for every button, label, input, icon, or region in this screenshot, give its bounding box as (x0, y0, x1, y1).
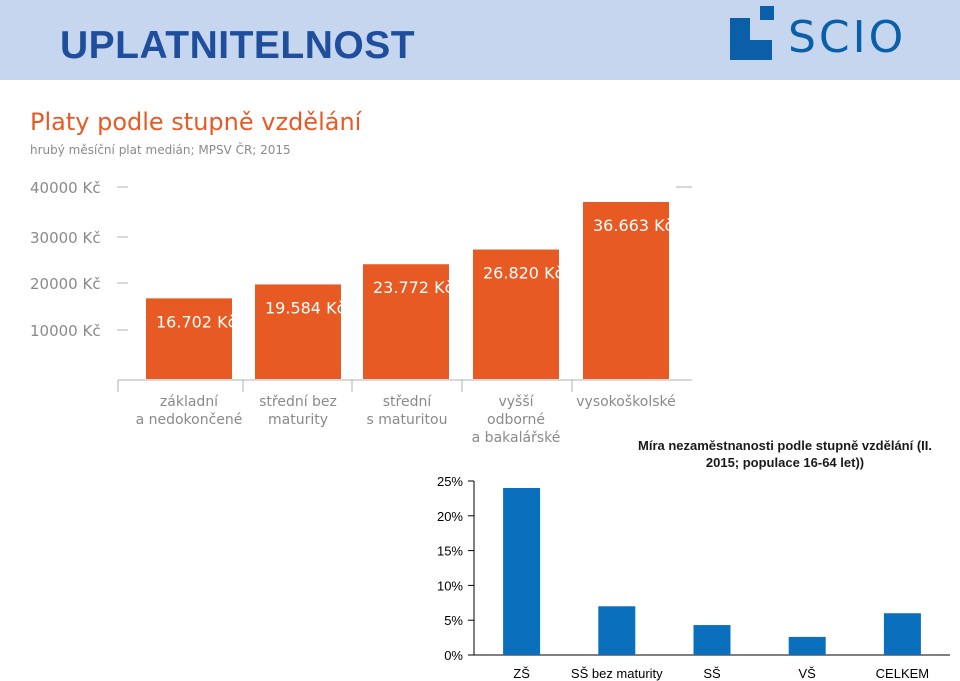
slide-title: UPLATNITELNOST (60, 24, 416, 67)
unemployment-category-label: SŠ bez maturity (571, 666, 663, 681)
unemployment-y-tick: 15% (437, 544, 463, 559)
salary-category-label: základní (160, 394, 219, 410)
salary-category-label: střední (383, 394, 433, 410)
salary-category-label: vyšší (498, 394, 534, 410)
unemployment-category-label: CELKEM (876, 666, 929, 681)
salary-value-label: 19.584 Kč (265, 298, 345, 317)
salary-bar (583, 202, 669, 379)
unemployment-bar (883, 613, 921, 655)
logo-text: SCIO (788, 12, 907, 63)
salary-bar (473, 249, 559, 379)
logo-square-small (760, 6, 774, 20)
salary-category-label: střední bez (259, 394, 337, 410)
unemployment-y-tick: 0% (444, 648, 463, 663)
salary-y-tick: 40000 Kč (30, 179, 101, 197)
header-band (0, 0, 960, 80)
unemployment-y-tick: 25% (437, 474, 463, 489)
salary-value-label: 36.663 Kč (593, 216, 673, 235)
unemployment-bar (788, 636, 826, 655)
salary-chart-subtitle: hrubý měsíční plat medián; MPSV ČR; 2015 (30, 143, 291, 157)
salary-bar (255, 284, 341, 379)
unemployment-y-tick: 10% (437, 578, 463, 593)
salary-y-tick: 30000 Kč (30, 229, 101, 247)
salary-category-label: a bakalářské (472, 430, 561, 446)
unemployment-category-label: ZŠ (513, 666, 530, 681)
unemployment-category-label: SŠ (703, 666, 721, 681)
unemployment-y-tick: 5% (444, 613, 463, 628)
salary-value-label: 23.772 Kč (373, 278, 453, 297)
unemployment-bar (598, 606, 636, 655)
unemployment-category-label: VŠ (799, 666, 817, 681)
salary-y-tick: 10000 Kč (30, 322, 101, 340)
unemployment-bar (503, 487, 541, 655)
salary-category-label: s maturitou (367, 412, 448, 428)
salary-value-label: 26.820 Kč (483, 264, 563, 283)
salary-y-tick: 20000 Kč (30, 275, 101, 293)
salary-category-label: a nedokončené (136, 412, 243, 428)
salary-category-label: maturity (268, 412, 328, 428)
salary-category-label: vysokoškolské (576, 394, 675, 410)
salary-chart-title: Platy podle stupně vzdělání (30, 108, 362, 136)
salary-value-label: 16.702 Kč (156, 312, 236, 331)
unemployment-chart-title: Míra nezaměstnanosti podle stupně vzdělá… (638, 438, 932, 470)
salary-bar (146, 298, 232, 379)
unemployment-bar (693, 625, 731, 655)
logo-square-small-white (750, 18, 772, 40)
unemployment-y-tick: 20% (437, 509, 463, 524)
salary-bar (363, 264, 449, 379)
salary-category-label: odborné (487, 412, 545, 428)
scio-logo-icon (730, 6, 774, 60)
